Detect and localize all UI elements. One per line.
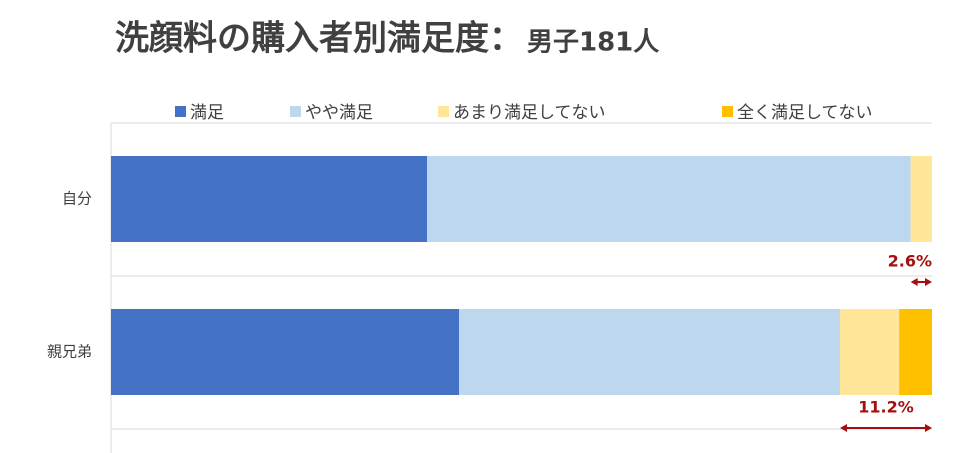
y-tick-label: 親兄弟 [47,343,92,361]
bar-segment [910,156,932,242]
y-tick-label: 自分 [62,190,92,208]
bar-segment [459,309,841,395]
bar-segment [840,309,900,395]
legend-swatch [438,106,449,117]
legend-label: あまり満足してない [453,103,606,123]
bar-segment [111,309,460,395]
legend-label: 満足 [190,103,224,123]
chart-title: 洗顔料の購入者別満足度： [115,19,523,59]
chart-subtitle: 男子181人 [527,28,659,58]
legend-label: やや満足 [305,103,373,123]
legend-swatch [722,106,733,117]
legend-label: 全く満足してない [737,103,873,123]
annotation-arrowhead [910,278,932,286]
bar-segment [427,156,911,242]
bar-segment [899,309,932,395]
bar-segment [111,156,428,242]
annotation-label: 2.6% [888,252,932,271]
legend-swatch [175,106,186,117]
annotation-label: 11.2% [858,398,914,417]
legend-swatch [290,106,301,117]
